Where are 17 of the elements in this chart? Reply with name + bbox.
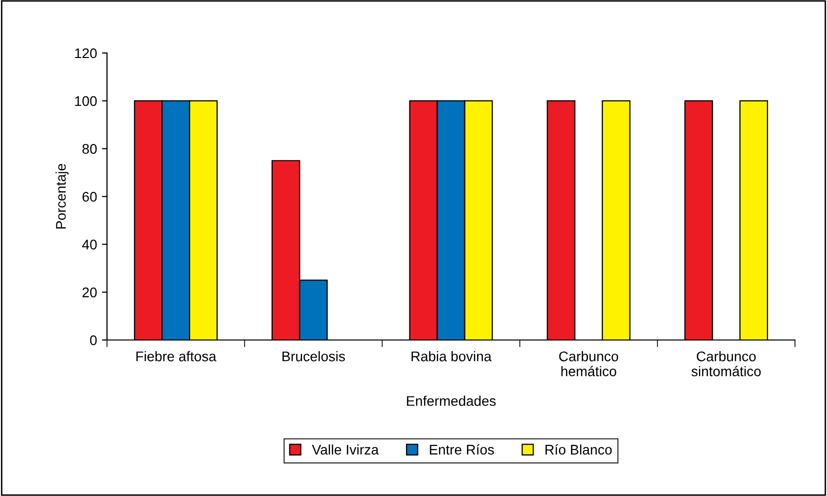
y-tick-label: 20 (82, 288, 97, 298)
y-tick-label: 100 (75, 96, 97, 106)
y-tick-label: 120 (75, 48, 97, 58)
x-tick-label: Carbunco sintomático (691, 351, 761, 376)
legend-label: Entre Ríos (430, 444, 494, 455)
x-tick-label: Carbunco hemático (559, 351, 618, 376)
y-tick-label: 80 (82, 144, 97, 154)
x-tick-label: Rabia bovina (412, 351, 492, 362)
x-tick-label: Fiebre aftosa (136, 351, 216, 362)
legend-label: Valle Ivirza (312, 444, 379, 455)
y-tick-label: 60 (82, 192, 97, 202)
x-axis-title: Enfermedades (406, 396, 496, 406)
y-tick-label: 40 (82, 240, 97, 250)
x-tick-label: Brucelosis (282, 351, 345, 362)
legend-label: Río Blanco (546, 444, 612, 455)
y-tick-label: 0 (90, 335, 97, 346)
y-axis-title: Porcentaje (56, 164, 69, 229)
